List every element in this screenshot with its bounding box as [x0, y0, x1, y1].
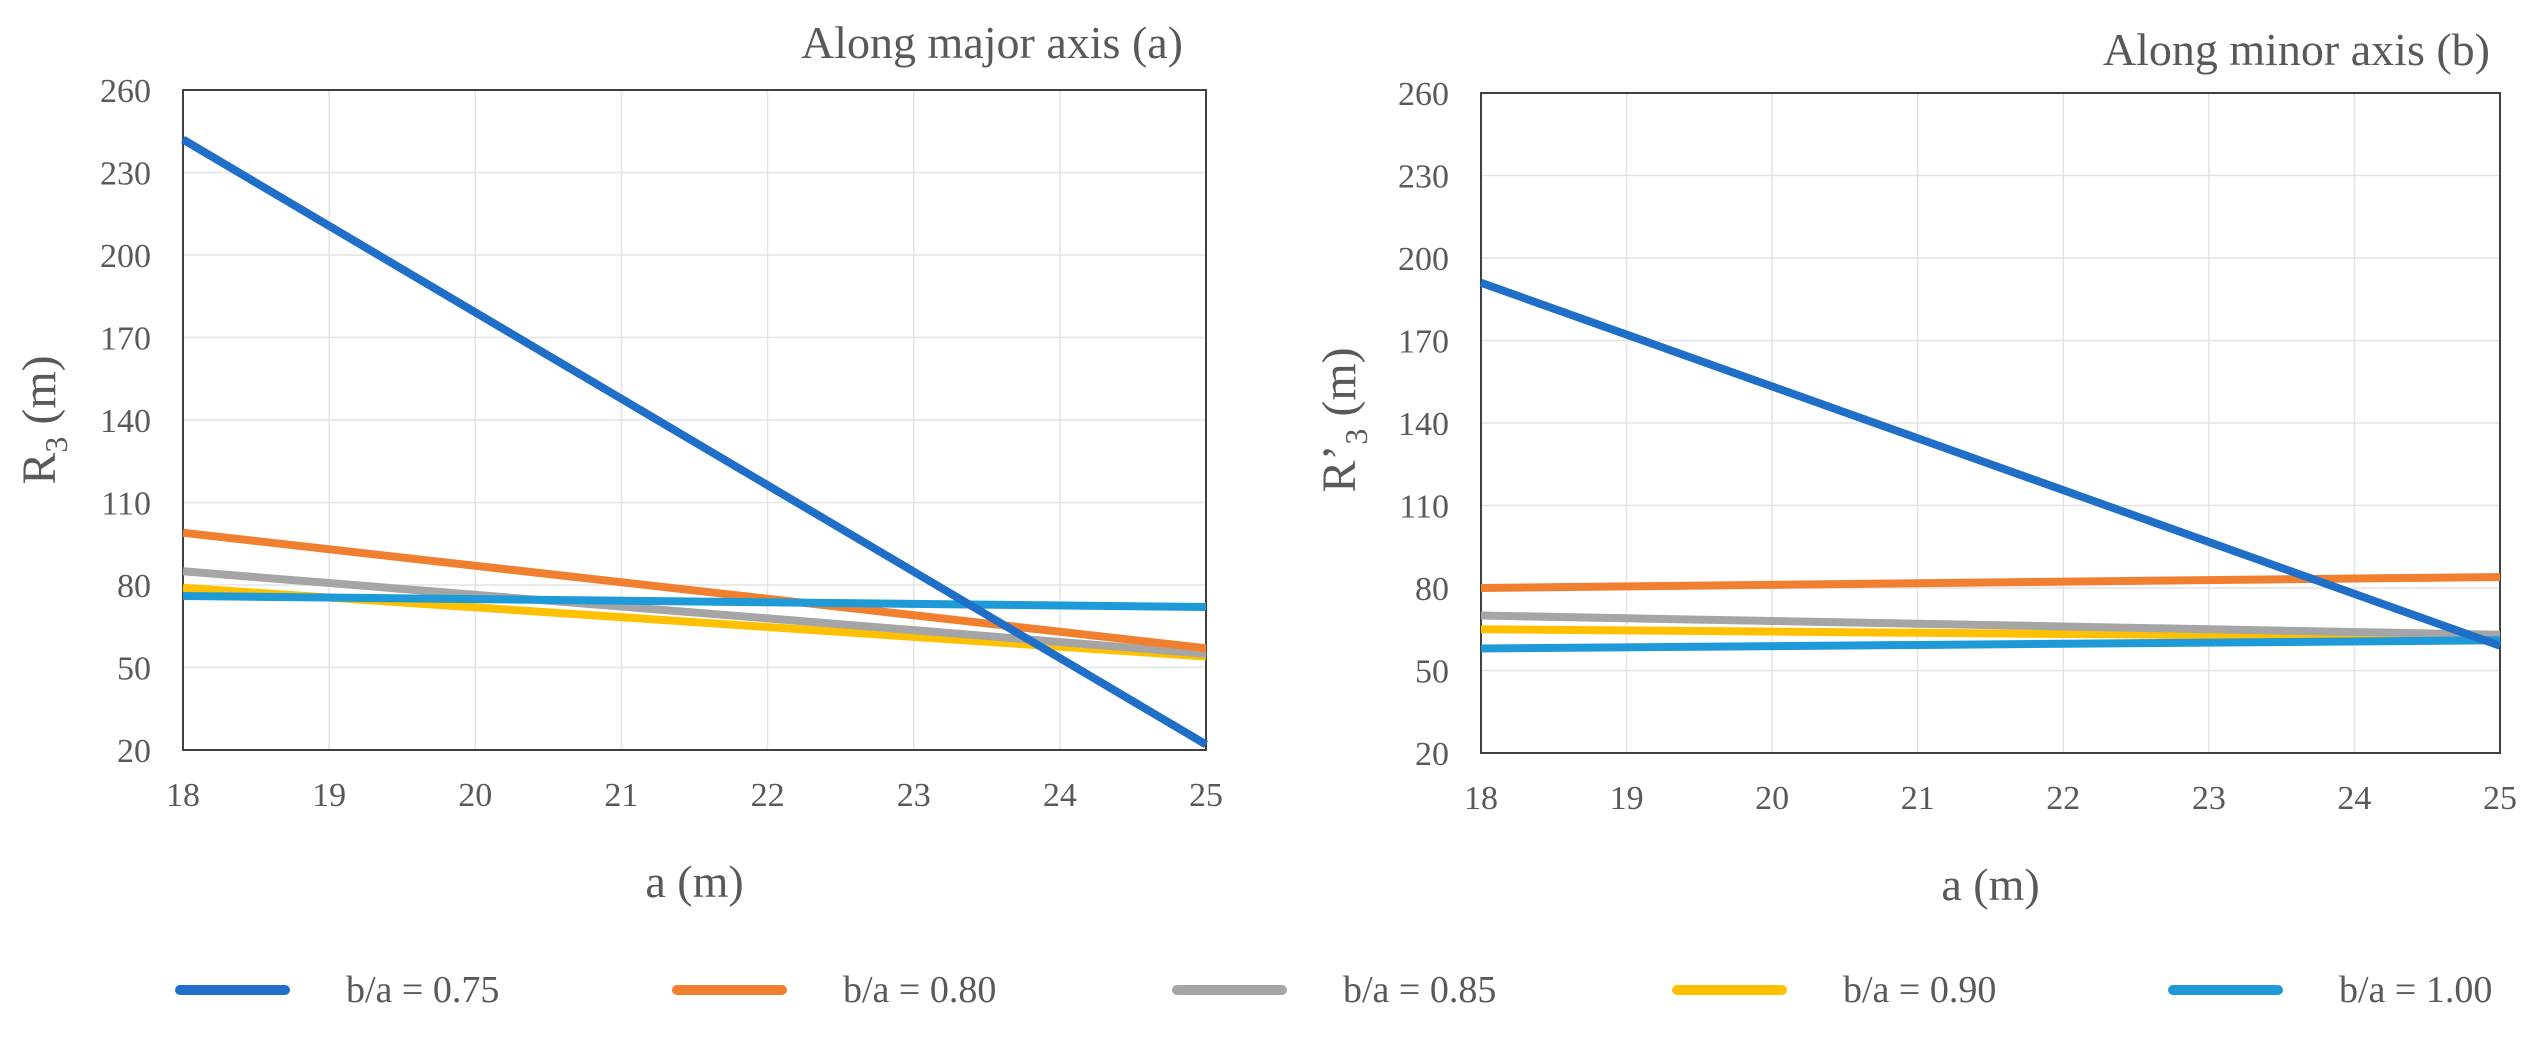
chart-0-ytick-2: 80 — [117, 568, 151, 605]
chart-1-ytick-1: 50 — [1415, 654, 1449, 691]
legend-item-2: b/a = 0.85 — [1172, 955, 1496, 1025]
chart-0-xtick-7: 25 — [1189, 777, 1223, 814]
chart-1-series-100 — [1480, 636, 2501, 653]
chart-1-xtick-1: 19 — [1610, 780, 1644, 817]
legend-item-3: b/a = 0.90 — [1672, 955, 1996, 1025]
chart-0-ytick-6: 200 — [100, 238, 151, 275]
legend-swatch-2 — [1172, 985, 1287, 995]
chart-1-xtick-6: 24 — [2337, 780, 2371, 817]
chart-0-ytick-4: 140 — [100, 403, 151, 440]
chart-1-ytick-6: 200 — [1398, 241, 1449, 278]
chart-1-xtick-2: 20 — [1755, 780, 1789, 817]
chart-1-ytick-7: 230 — [1398, 159, 1449, 196]
legend-label-2: b/a = 0.85 — [1343, 969, 1497, 1011]
chart-0-ytick-5: 170 — [100, 321, 151, 358]
chart-0-ytick-3: 110 — [101, 486, 151, 523]
legend-swatch-3 — [1672, 985, 1787, 995]
chart-0-ylabel-sub: 3 — [38, 437, 74, 453]
legend-swatch-0 — [175, 985, 290, 995]
chart-1-xlabel: a (m) — [1941, 859, 2039, 910]
chart-0-xtick-3: 21 — [604, 777, 638, 814]
chart-1-series-080 — [1480, 573, 2501, 592]
legend-item-0: b/a = 0.75 — [175, 955, 499, 1025]
legend-label-3: b/a = 0.90 — [1843, 969, 1997, 1011]
chart-0-xtick-1: 19 — [312, 777, 346, 814]
legend-label-4: b/a = 1.00 — [2339, 969, 2493, 1011]
chart-0-ytick-7: 230 — [100, 156, 151, 193]
chart-1-ylabel-main: R’ — [1313, 445, 1366, 493]
chart-1-xtick-0: 18 — [1464, 780, 1498, 817]
chart-0-xtick-0: 18 — [166, 777, 200, 814]
chart-0-series-100 — [182, 592, 1207, 611]
chart-0-xlabel: a (m) — [645, 856, 743, 907]
chart-1-xtick-7: 25 — [2483, 780, 2517, 817]
chart-1-ylabel-tail: (m) — [1313, 347, 1366, 428]
chart-1-series-090 — [1480, 625, 2501, 642]
chart-0: 18 19 20 21 22 23 24 25 20 50 80 110 140 170 200 230 260… — [13, 17, 1223, 907]
chart-0-xtick-2: 20 — [458, 777, 492, 814]
legend-swatch-1 — [672, 985, 787, 995]
chart-0-series-075 — [180, 136, 1209, 748]
chart-0-ytick-1: 50 — [117, 651, 151, 688]
legend-label-0: b/a = 0.75 — [346, 969, 500, 1011]
chart-1-xtick-4: 22 — [2046, 780, 2080, 817]
chart-0-title: Along major axis (a) — [801, 17, 1183, 68]
chart-1-ytick-2: 80 — [1415, 571, 1449, 608]
chart-1-xtick-3: 21 — [1901, 780, 1935, 817]
chart-1: 18 19 20 21 22 23 24 25 20 50 80 110 140 170 200 230 260… — [1313, 24, 2517, 910]
chart-0-ytick-0: 20 — [117, 733, 151, 770]
chart-0-ylabel: R3 (m) — [13, 355, 74, 484]
chart-0-series-080 — [182, 528, 1207, 653]
legend-item-4: b/a = 1.00 — [2168, 955, 2492, 1025]
chart-0-series-085 — [182, 567, 1207, 658]
chart-0-xtick-6: 24 — [1043, 777, 1077, 814]
chart-0-ytick-8: 260 — [100, 73, 151, 110]
legend-swatch-4 — [2168, 985, 2283, 995]
chart-1-series-085 — [1480, 611, 2501, 639]
chart-1-ytick-4: 140 — [1398, 406, 1449, 443]
chart-1-ytick-8: 260 — [1398, 76, 1449, 113]
chart-1-ylabel: R’3 (m) — [1313, 347, 1374, 492]
legend: b/a = 0.75 b/a = 0.80 b/a = 0.85 b/a = 0… — [0, 955, 2543, 1025]
legend-label-1: b/a = 0.80 — [843, 969, 997, 1011]
chart-0-xtick-4: 22 — [751, 777, 785, 814]
chart-1-ytick-3: 110 — [1399, 489, 1449, 526]
chart-1-series-075 — [1479, 278, 2502, 650]
chart-1-xtick-5: 23 — [2192, 780, 2226, 817]
chart-0-xtick-5: 23 — [897, 777, 931, 814]
legend-item-1: b/a = 0.80 — [672, 955, 996, 1025]
chart-1-ytick-5: 170 — [1398, 324, 1449, 361]
chart-1-ylabel-sub: 3 — [1338, 429, 1374, 445]
chart-0-plot-frame — [182, 89, 1207, 751]
chart-1-title: Along minor axis (b) — [2103, 24, 2490, 75]
chart-0-ylabel-main: R — [13, 453, 66, 485]
chart-1-ytick-0: 20 — [1415, 736, 1449, 773]
chart-1-plot-frame — [1480, 92, 2501, 754]
chart-0-ylabel-tail: (m) — [13, 355, 66, 436]
